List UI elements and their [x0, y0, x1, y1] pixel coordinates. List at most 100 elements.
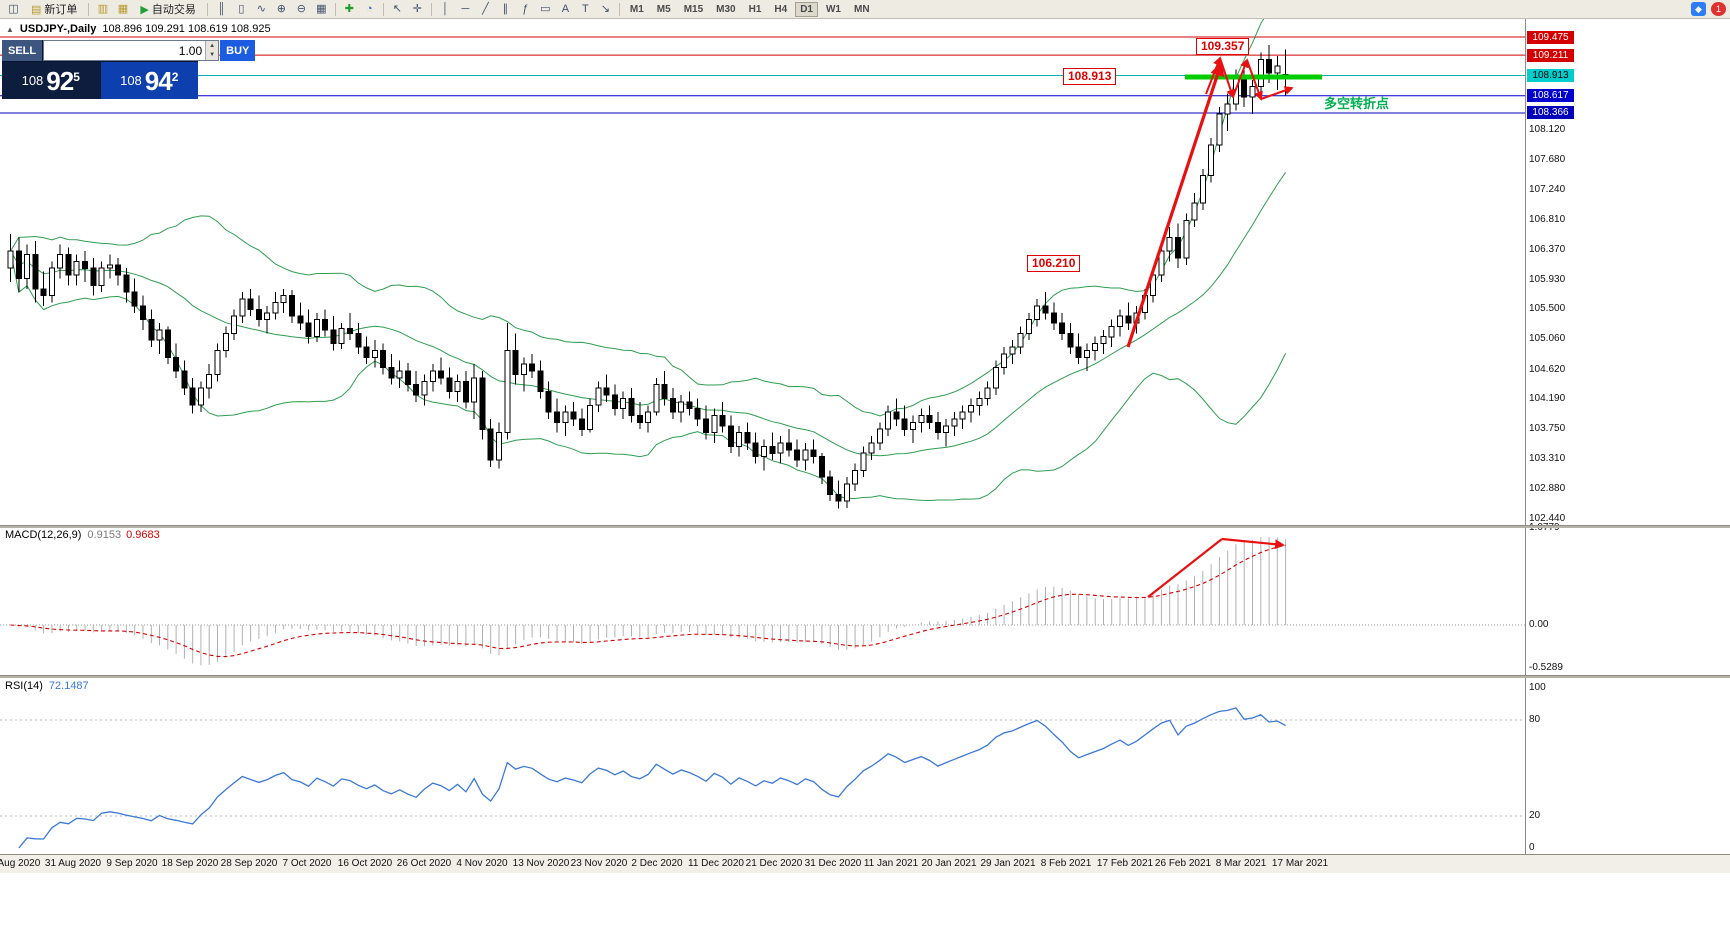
line-chart-icon[interactable]: ∿ [256, 3, 266, 15]
price-axis-label: 103.310 [1529, 453, 1566, 464]
sell-button[interactable]: SELL [2, 40, 43, 61]
shapes-icon[interactable]: ▭ [540, 3, 551, 15]
macd-signal-value: 0.9683 [126, 529, 160, 541]
bid-big-digits: 92 [46, 65, 74, 96]
main-toolbar: ◫ ▤ 新订单 ▥ ▦ ▶ 自动交易 ║ ▯ ∿ ⊕ ⊖ ▦ ✚ ◔ ↖ ✛ │ ─ ╱ ∥ ƒ ▭ A T ↘ M1 M5 M15 M3… [0, 0, 1730, 19]
arrows-icon[interactable]: ↘ [600, 3, 610, 15]
bid-price[interactable]: 108 92 5 [2, 62, 100, 99]
timeframe-button-mn[interactable]: MN [853, 3, 870, 15]
bid-pip-digit: 5 [73, 70, 80, 84]
time-axis-label: 31 Aug 2020 [44, 858, 102, 869]
timeframe-button-m30[interactable]: M30 [716, 3, 736, 15]
horizontal-line-icon[interactable]: ─ [461, 3, 470, 15]
bar-chart-icon[interactable]: ║ [217, 3, 226, 15]
candlestick-chart-icon[interactable]: ▯ [238, 3, 245, 15]
price-axis[interactable]: 108.120 107.680 107.240 106.810 106.370 105.9… [1525, 19, 1730, 854]
zoom-in-icon[interactable]: ⊕ [276, 3, 286, 15]
one-click-trading-panel: SELL ▲ ▼ BUY 108 92 5 108 94 2 [2, 40, 256, 99]
tile-windows-icon[interactable]: ▦ [316, 3, 327, 15]
price-level-label: 109.211 [1527, 49, 1574, 62]
volume-input[interactable] [44, 41, 206, 60]
price-axis-label: 106.810 [1529, 214, 1566, 225]
trendline-icon[interactable]: ╱ [482, 3, 489, 15]
panel-divider-rsi[interactable] [0, 675, 1730, 678]
notifications-badge[interactable]: 1 [1711, 2, 1726, 16]
timeframe-button-h1[interactable]: H1 [748, 3, 762, 15]
time-axis-label: 9 Sep 2020 [106, 858, 158, 869]
text-label-icon[interactable]: T [582, 3, 589, 15]
time-axis-label: 11 Jan 2021 [863, 858, 919, 869]
auto-trading-button-glyph: ▶ [140, 3, 149, 16]
price-annotation-box[interactable]: 109.357 [1196, 38, 1250, 55]
price-axis-label: 105.060 [1529, 333, 1566, 344]
timeframe-button-m15[interactable]: M15 [683, 3, 704, 15]
toolbar-separator [334, 2, 336, 16]
equidistant-channel-icon[interactable]: ∥ [502, 3, 509, 15]
buy-button[interactable]: BUY [220, 40, 256, 61]
fibonacci-icon[interactable]: ƒ [522, 3, 529, 15]
text-icon[interactable]: A [561, 3, 570, 15]
profiles-icon[interactable]: ▥ [97, 3, 109, 15]
time-axis-label: 11 Dec 2020 [688, 858, 744, 869]
period-cycles-icon[interactable]: ◔ [366, 3, 373, 15]
timeframe-button-m5[interactable]: M5 [656, 3, 671, 15]
toolbar-separator [430, 2, 432, 16]
price-axis-label: 105.500 [1529, 303, 1566, 314]
time-axis-label: 1 Aug 2020 [0, 858, 41, 869]
timeframe-button-h4[interactable]: H4 [774, 3, 788, 15]
price-axis-label: 107.680 [1529, 154, 1566, 165]
ask-price[interactable]: 108 94 2 [100, 62, 198, 99]
ask-prefix: 108 [120, 73, 142, 88]
indicators-add-icon[interactable]: ✚ [344, 3, 354, 15]
price-level-label: 108.913 [1527, 69, 1574, 82]
vertical-line-icon[interactable]: │ [441, 3, 449, 15]
time-axis-label: 8 Mar 2021 [1215, 858, 1267, 869]
time-axis-label: 28 Sep 2020 [220, 858, 278, 869]
community-icon[interactable]: ◆ [1691, 2, 1706, 16]
macd-axis-label: -0.5289 [1529, 662, 1563, 673]
rsi-axis-label: 100 [1529, 682, 1546, 693]
time-axis-label: 17 Mar 2021 [1271, 858, 1329, 869]
time-axis-label: 7 Oct 2020 [282, 858, 332, 869]
timeframe-button-w1[interactable]: W1 [825, 3, 841, 15]
toolbar-separator [88, 2, 90, 16]
time-axis-label: 18 Sep 2020 [161, 858, 219, 869]
timeframe-button-m1[interactable]: M1 [629, 3, 644, 15]
price-axis-border [1525, 19, 1526, 854]
volume-down-icon[interactable]: ▼ [206, 50, 219, 60]
macd-legend: MACD(12,26,9) 0.9153 0.9683 [5, 529, 160, 541]
price-annotation-box[interactable]: 108.913 [1063, 68, 1117, 85]
volume-up-icon[interactable]: ▲ [206, 41, 219, 51]
new-order-button-glyph: ▤ [31, 3, 42, 16]
time-axis-label: 26 Feb 2021 [1154, 858, 1212, 869]
chart-canvas[interactable] [0, 0, 1525, 854]
new-order-button[interactable]: ▤ 新订单 [24, 1, 84, 17]
rsi-value: 72.1487 [48, 680, 89, 692]
crosshair-icon[interactable]: ✛ [412, 3, 422, 15]
rsi-name: RSI(14) [5, 680, 43, 692]
volume-field: ▲ ▼ [43, 40, 220, 61]
time-axis-label: 31 Dec 2020 [804, 858, 862, 869]
toolbar-separator [382, 2, 384, 16]
rsi-legend: RSI(14) 72.1487 [5, 680, 89, 692]
time-axis-label: 23 Nov 2020 [570, 858, 628, 869]
price-axis-label: 107.240 [1529, 184, 1566, 195]
price-level-label: 109.475 [1527, 31, 1574, 44]
panel-divider-macd[interactable] [0, 525, 1730, 528]
chart-title-icon[interactable]: ▲ [6, 24, 14, 34]
price-axis-label: 102.880 [1529, 483, 1566, 494]
price-annotation-box[interactable]: 106.210 [1027, 255, 1081, 272]
zoom-out-icon[interactable]: ⊖ [296, 3, 306, 15]
bull-bear-turning-point-note[interactable]: 多空转折点 [1324, 96, 1390, 111]
time-axis-label: 8 Feb 2021 [1040, 858, 1092, 869]
cursor-icon[interactable]: ↖ [392, 3, 402, 15]
auto-trading-button[interactable]: ▶ 自动交易 [133, 1, 202, 17]
time-axis-label: 2 Dec 2020 [631, 858, 683, 869]
timeframe-button-d1[interactable]: D1 [795, 1, 818, 17]
indicator-window-icon[interactable]: ◫ [8, 3, 19, 15]
bid-prefix: 108 [21, 73, 44, 88]
charts-grid-icon[interactable]: ▦ [117, 3, 129, 15]
ask-pip-digit: 2 [171, 70, 179, 84]
